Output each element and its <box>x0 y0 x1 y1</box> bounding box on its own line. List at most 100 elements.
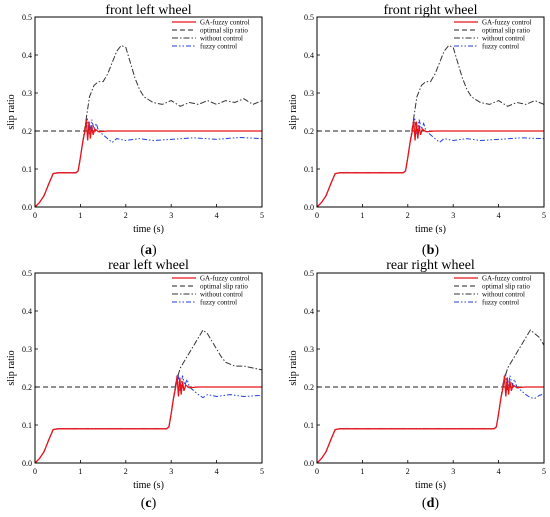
series-line-ga-fuzzy <box>317 375 544 463</box>
y-tick-label: 0.4 <box>304 307 314 316</box>
y-axis-label: slip ratio <box>288 94 299 129</box>
legend-label: without control <box>200 35 243 43</box>
x-tick-label: 4 <box>215 467 219 476</box>
x-axis-label: time (s) <box>133 480 164 491</box>
x-tick-label: 5 <box>260 211 264 220</box>
legend-label: optimal slip ratio <box>482 27 530 35</box>
plot-area <box>317 44 544 207</box>
axes-frame <box>34 16 263 208</box>
x-tick-label: 2 <box>124 467 128 476</box>
x-tick-label: 1 <box>360 467 364 476</box>
legend-label: fuzzy control <box>200 299 237 307</box>
y-axis-label: slip ratio <box>288 350 299 385</box>
x-tick-label: 2 <box>406 467 410 476</box>
y-tick-label: 0.5 <box>22 269 32 278</box>
panel-caption: (b) <box>422 243 439 258</box>
y-tick-label: 0.0 <box>304 459 314 468</box>
x-tick-label: 4 <box>497 467 501 476</box>
panel-letter: a <box>145 243 152 258</box>
axes-frame <box>316 272 545 464</box>
x-tick-label: 1 <box>360 211 364 220</box>
chart-panel-d: rear right wheel 0 1 2 3 4 5 0.0 0.1 0.2 0.3 0.4 0.5… <box>288 258 546 511</box>
y-tick-label: 0.2 <box>22 383 32 392</box>
plot-area <box>35 44 262 207</box>
x-tick-label: 1 <box>78 211 82 220</box>
x-tick-label: 0 <box>33 211 37 220</box>
x-axis-label: time (s) <box>133 224 164 235</box>
x-axis-label: time (s) <box>415 480 446 491</box>
chart-title: front right wheel <box>383 3 477 18</box>
x-tick-label: 0 <box>315 467 319 476</box>
panel-letter: b <box>427 243 435 258</box>
y-tick-label: 0.3 <box>304 345 314 354</box>
panel-caption: (c) <box>141 496 157 511</box>
axes-frame <box>34 272 263 464</box>
y-tick-label: 0.5 <box>22 13 32 22</box>
x-tick-label: 2 <box>124 211 128 220</box>
chart-title: front left wheel <box>105 3 191 18</box>
y-tick-label: 0.0 <box>22 459 32 468</box>
x-tick-label: 4 <box>215 211 219 220</box>
legend-label: GA-fuzzy control <box>200 275 250 283</box>
y-tick-label: 0.1 <box>304 421 314 430</box>
plot-area <box>317 329 544 463</box>
series-line-fuzzy <box>317 117 544 207</box>
chart-panel-a: front left wheel 0 1 2 3 4 5 0.0 0.1 0.2 0.3 0.4 0.5… <box>6 3 264 258</box>
y-tick-label: 0.2 <box>304 127 314 136</box>
y-tick-label: 0.1 <box>22 421 32 430</box>
legend-label: GA-fuzzy control <box>482 275 532 283</box>
series-line-ga-fuzzy <box>317 119 544 207</box>
panel-letter: c <box>145 496 151 511</box>
series-line-ga-fuzzy <box>35 119 262 207</box>
series-line-fuzzy <box>317 373 544 463</box>
y-tick-label: 0.4 <box>304 51 314 60</box>
panel-caption: (d) <box>422 496 439 511</box>
y-tick-label: 0.4 <box>22 51 32 60</box>
chart-title: rear right wheel <box>386 258 475 273</box>
panel-letter: d <box>427 496 435 511</box>
y-axis-label: slip ratio <box>6 350 17 385</box>
x-tick-label: 5 <box>542 211 546 220</box>
x-axis-label: time (s) <box>415 224 446 235</box>
legend-label: optimal slip ratio <box>200 27 248 35</box>
legend-label: without control <box>200 291 243 299</box>
y-tick-label: 0.3 <box>22 89 32 98</box>
series-line-without <box>317 329 544 463</box>
legend-label: fuzzy control <box>200 43 237 51</box>
chart-title: rear left wheel <box>108 258 189 273</box>
y-tick-label: 0.0 <box>22 203 32 212</box>
x-tick-label: 5 <box>542 467 546 476</box>
series-line-ga-fuzzy <box>35 375 262 463</box>
y-tick-label: 0.5 <box>304 13 314 22</box>
legend-label: fuzzy control <box>482 43 519 51</box>
x-tick-label: 0 <box>33 467 37 476</box>
panel-caption: (a) <box>140 243 157 258</box>
series-line-fuzzy <box>35 117 262 207</box>
x-tick-label: 3 <box>169 467 173 476</box>
y-tick-label: 0.2 <box>22 127 32 136</box>
y-tick-label: 0.3 <box>22 345 32 354</box>
legend-label: optimal slip ratio <box>482 283 530 291</box>
x-tick-label: 3 <box>451 467 455 476</box>
y-tick-label: 0.1 <box>22 165 32 174</box>
legend-label: without control <box>482 291 525 299</box>
series-line-without <box>35 44 262 207</box>
y-tick-label: 0.1 <box>304 165 314 174</box>
legend-label: GA-fuzzy control <box>200 19 250 27</box>
y-tick-label: 0.3 <box>304 89 314 98</box>
legend-label: fuzzy control <box>482 299 519 307</box>
chart-panel-c: rear left wheel 0 1 2 3 4 5 0.0 0.1 0.2 0.3 0.4 0.5 t… <box>6 258 264 511</box>
series-line-without <box>35 329 262 463</box>
x-tick-label: 4 <box>497 211 501 220</box>
y-tick-label: 0.0 <box>304 203 314 212</box>
legend-label: GA-fuzzy control <box>482 19 532 27</box>
y-tick-label: 0.5 <box>304 269 314 278</box>
legend-label: optimal slip ratio <box>200 283 248 291</box>
x-tick-label: 3 <box>169 211 173 220</box>
y-axis-label: slip ratio <box>6 94 17 129</box>
chart-panel-b: front right wheel 0 1 2 3 4 5 0.0 0.1 0.2 0.3 0.4 0.… <box>288 3 546 258</box>
legend-label: without control <box>482 35 525 43</box>
x-tick-label: 5 <box>260 467 264 476</box>
x-tick-label: 3 <box>451 211 455 220</box>
